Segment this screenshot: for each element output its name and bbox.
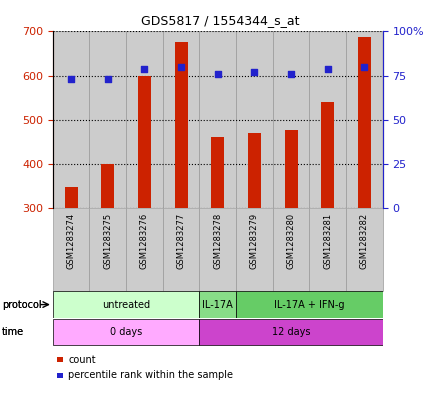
Point	[178, 64, 185, 70]
Text: 12 days: 12 days	[272, 327, 310, 337]
Point	[361, 64, 368, 70]
Point	[141, 66, 148, 72]
Point	[104, 76, 111, 83]
Bar	[199, 31, 236, 208]
Point	[324, 66, 331, 72]
Text: GSM1283280: GSM1283280	[286, 213, 296, 268]
Bar	[126, 31, 163, 208]
Bar	[163, 31, 199, 208]
Point	[68, 76, 75, 83]
Bar	[309, 208, 346, 291]
Bar	[346, 31, 383, 208]
Bar	[53, 319, 199, 345]
Text: GSM1283275: GSM1283275	[103, 213, 112, 268]
Text: GSM1283279: GSM1283279	[250, 213, 259, 268]
Bar	[309, 31, 346, 208]
Bar	[199, 208, 236, 291]
Bar	[248, 133, 261, 208]
Bar	[89, 31, 126, 208]
Bar	[346, 208, 383, 291]
Bar	[236, 291, 383, 318]
Bar	[211, 137, 224, 208]
Text: protocol: protocol	[2, 299, 42, 310]
Text: count: count	[68, 354, 96, 365]
Point	[214, 71, 221, 77]
Bar	[101, 164, 114, 208]
Bar	[321, 102, 334, 208]
Bar	[273, 208, 309, 291]
Point	[251, 69, 258, 75]
Text: GDS5817 / 1554344_s_at: GDS5817 / 1554344_s_at	[141, 14, 299, 27]
Bar	[53, 31, 89, 208]
Bar	[126, 208, 163, 291]
Text: GSM1283278: GSM1283278	[213, 213, 222, 269]
Bar	[199, 291, 236, 318]
Text: GSM1283274: GSM1283274	[66, 213, 76, 268]
Bar	[163, 208, 199, 291]
Text: GSM1283282: GSM1283282	[360, 213, 369, 268]
Bar	[358, 37, 371, 208]
Text: percentile rank within the sample: percentile rank within the sample	[68, 370, 233, 380]
Text: time: time	[2, 327, 24, 337]
Bar	[175, 42, 187, 208]
Text: GSM1283276: GSM1283276	[140, 213, 149, 269]
Text: protocol: protocol	[2, 299, 42, 310]
Bar	[199, 319, 383, 345]
Bar	[89, 208, 126, 291]
Text: 0 days: 0 days	[110, 327, 142, 337]
Text: time: time	[2, 327, 24, 337]
Bar	[273, 31, 309, 208]
Bar	[236, 31, 273, 208]
Text: GSM1283281: GSM1283281	[323, 213, 332, 268]
Bar	[53, 208, 89, 291]
Bar	[53, 291, 199, 318]
Bar	[65, 187, 77, 208]
Point	[288, 71, 295, 77]
Text: IL-17A + IFN-g: IL-17A + IFN-g	[274, 299, 345, 310]
Text: GSM1283277: GSM1283277	[176, 213, 186, 269]
Bar	[285, 130, 297, 208]
Bar	[138, 75, 151, 208]
Bar	[236, 208, 273, 291]
Text: untreated: untreated	[102, 299, 150, 310]
Text: IL-17A: IL-17A	[202, 299, 233, 310]
